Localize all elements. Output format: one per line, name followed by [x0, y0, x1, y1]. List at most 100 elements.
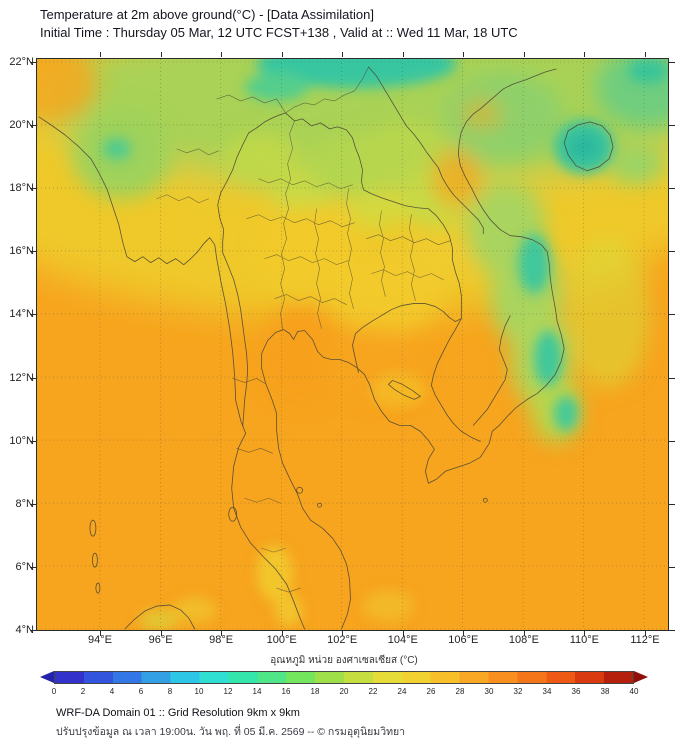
- y-axis-tick-mark-right: [669, 377, 675, 379]
- y-axis-tick-mark: [30, 314, 36, 316]
- small-islands: [89, 486, 488, 594]
- colorbar-under-arrow: [40, 671, 54, 683]
- y-axis-tick-mark-right: [669, 566, 675, 568]
- y-axis-tick-mark-right: [669, 630, 675, 631]
- page-title: Temperature at 2m above ground(°C) - [Da…: [40, 7, 374, 22]
- colorbar-tick-label: 10: [194, 687, 204, 696]
- y-axis-tick-mark-right: [669, 251, 675, 253]
- colorbar-tick-label: 0: [51, 687, 57, 696]
- map-frame: [36, 58, 669, 631]
- colorbar-over-arrow: [634, 671, 648, 683]
- coastline-gulf-vietnam: [261, 68, 565, 630]
- y-axis-tick-mark: [30, 62, 36, 63]
- y-axis-tick-mark-right: [669, 62, 675, 63]
- admin-boundaries: [156, 66, 451, 593]
- thai-cambodia-border: [352, 303, 462, 373]
- x-axis-tick-mark: [645, 631, 646, 636]
- x-axis-tick-mark-top: [523, 52, 525, 57]
- y-axis-tick-label: 22°N: [9, 56, 34, 68]
- page-subtitle: Initial Time : Thursday 05 Mar, 12 UTC F…: [40, 25, 518, 40]
- colorbar-gradient: [54, 671, 634, 684]
- x-axis-tick-label: 112°E: [630, 634, 660, 646]
- colorbar-tick-label: 16: [281, 687, 291, 696]
- hainan-island: [563, 121, 614, 172]
- y-axis-tick-label: 8°N: [15, 497, 34, 510]
- x-axis-tick-mark: [584, 631, 586, 636]
- colorbar-tick-label: 32: [513, 687, 523, 696]
- y-axis-tick-mark-right: [669, 188, 675, 190]
- x-axis-tick-mark: [221, 631, 223, 636]
- x-axis-tick-label: 98°E: [209, 634, 234, 646]
- colorbar-tick-label: 4: [109, 687, 115, 696]
- x-axis-tick-label: 102°E: [327, 634, 358, 646]
- x-axis-tick-mark-top: [584, 52, 586, 57]
- colorbar-tick-label: 28: [455, 687, 465, 696]
- y-axis-tick-label: 4°N: [15, 624, 34, 636]
- colorbar-tick-label: 20: [339, 687, 349, 696]
- colorbar-tick-label: 24: [397, 687, 407, 696]
- footer-update-info: ปรับปรุงข้อมูล ณ เวลา 19:00น. วัน พฤ. ที…: [56, 726, 406, 738]
- colorbar-tick-label: 34: [542, 687, 552, 696]
- y-axis-tick-mark-right: [669, 503, 675, 505]
- x-axis-tick-label: 106°E: [448, 634, 479, 646]
- colorbar-tick-label: 38: [600, 687, 610, 696]
- x-axis-tick-mark-top: [342, 52, 344, 57]
- sumatra-coast: [124, 604, 196, 630]
- x-axis-tick-mark: [100, 631, 101, 636]
- colorbar-label: อุณหภูมิ หน่วย องศาเซลเซียส (°C): [270, 655, 418, 666]
- x-axis-tick-mark: [463, 631, 465, 636]
- colorbar-tick-label: 30: [484, 687, 494, 696]
- colorbar-tick-label: 8: [167, 687, 173, 696]
- colorbar-tick-label: 26: [426, 687, 436, 696]
- colorbar-tick-label: 6: [138, 687, 144, 696]
- y-axis-tick-label: 16°N: [9, 245, 34, 258]
- x-axis-tick-mark: [160, 631, 162, 636]
- cambodia-vietnam-border: [472, 315, 511, 426]
- colorbar-tick-label: 18: [310, 687, 320, 696]
- y-axis-tick-mark-right: [669, 125, 675, 127]
- x-axis-tick-mark-top: [402, 52, 404, 57]
- footer-domain-info: WRF-DA Domain 01 :: Grid Resolution 9km …: [56, 707, 300, 719]
- y-axis-tick-label: 12°N: [9, 371, 34, 384]
- y-axis-tick-mark: [30, 125, 36, 127]
- colorbar-tick-label: 12: [223, 687, 233, 696]
- coastline-west: [38, 116, 305, 630]
- x-axis-tick-mark: [402, 631, 404, 636]
- y-axis-tick-mark: [30, 377, 36, 379]
- y-axis-tick-label: 10°N: [9, 434, 34, 447]
- x-axis-tick-label: 108°E: [508, 634, 539, 646]
- x-axis-tick-mark-top: [160, 52, 162, 57]
- laos-vietnam-border: [368, 66, 484, 235]
- x-axis-tick-mark-top: [281, 52, 283, 57]
- colorbar-tick-label: 14: [252, 687, 262, 696]
- x-axis-tick-mark-top: [100, 52, 101, 57]
- colorbar-tick-label: 36: [571, 687, 581, 696]
- colorbar-tick-label: 2: [80, 687, 86, 696]
- thai-myanmar-border: [217, 112, 287, 427]
- x-axis-tick-label: 100°E: [266, 634, 297, 646]
- x-axis-tick-label: 110°E: [569, 634, 600, 646]
- temperature-map: [37, 59, 668, 630]
- y-axis-tick-mark: [30, 503, 36, 505]
- temperature-field: [37, 59, 668, 630]
- y-axis-tick-mark: [30, 251, 36, 253]
- tonle-sap-lake: [388, 380, 421, 400]
- x-axis-tick-mark: [523, 631, 525, 636]
- mekong-border: [285, 112, 481, 442]
- y-axis-tick-mark: [30, 566, 36, 568]
- temperature-blobs: [37, 59, 668, 630]
- y-axis-tick-label: 6°N: [15, 560, 34, 573]
- y-axis-tick-label: 14°N: [9, 308, 34, 321]
- colorbar-tick-label: 22: [368, 687, 378, 696]
- y-axis-tick-mark: [30, 630, 36, 631]
- x-axis-tick-mark-top: [645, 52, 646, 57]
- colorbar-tick-label: 40: [629, 687, 639, 696]
- y-axis-tick-mark-right: [669, 314, 675, 316]
- colorbar-ticks: 0 2 4 6 8 10 12 14 16 18 20 22 24 26 28 30 32 34 36 38 40: [52, 687, 639, 697]
- map-gridlines: [37, 59, 668, 630]
- y-axis-tick-mark: [30, 440, 36, 442]
- y-axis-tick-mark: [30, 188, 36, 190]
- y-axis-tick-label: 20°N: [9, 119, 34, 132]
- x-axis-tick-mark-top: [463, 52, 465, 57]
